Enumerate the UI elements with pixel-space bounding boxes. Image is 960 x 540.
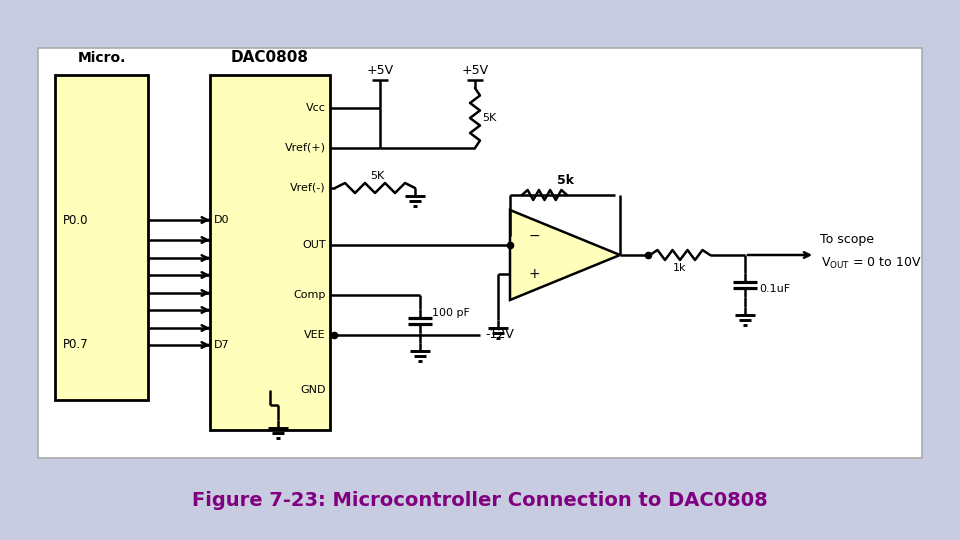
Text: 0.1uF: 0.1uF: [759, 284, 790, 294]
Text: To scope: To scope: [820, 233, 874, 246]
Text: 5k: 5k: [557, 174, 573, 187]
Text: GND: GND: [300, 385, 326, 395]
Text: +5V: +5V: [462, 64, 489, 77]
Text: $\mathregular{V_{OUT}}$ = 0 to 10V: $\mathregular{V_{OUT}}$ = 0 to 10V: [821, 256, 922, 271]
Text: 5K: 5K: [482, 113, 496, 123]
Text: Micro.: Micro.: [78, 51, 126, 65]
Text: D0: D0: [214, 215, 229, 225]
Text: D7: D7: [214, 340, 229, 350]
Bar: [38, 48, 922, 458]
Polygon shape: [510, 210, 620, 300]
Bar: [210, 75, 330, 430]
Text: OUT: OUT: [302, 240, 326, 250]
Text: Vref(+): Vref(+): [285, 143, 326, 153]
Text: P0.0: P0.0: [63, 213, 88, 226]
Text: DAC0808: DAC0808: [231, 50, 309, 65]
Text: Comp: Comp: [294, 290, 326, 300]
Text: 1k: 1k: [673, 263, 686, 273]
Text: Vcc: Vcc: [306, 103, 326, 113]
Text: +: +: [529, 267, 540, 281]
Text: Figure 7‑23: Microcontroller Connection to DAC0808: Figure 7‑23: Microcontroller Connection …: [192, 490, 768, 510]
Text: VEE: VEE: [304, 330, 326, 340]
Text: Vref(-): Vref(-): [290, 183, 326, 193]
Bar: [55, 75, 148, 400]
Text: 5K: 5K: [371, 171, 385, 181]
Text: P0.7: P0.7: [63, 339, 88, 352]
Text: −: −: [529, 229, 540, 243]
Text: +5V: +5V: [367, 64, 394, 77]
Text: 100 pF: 100 pF: [432, 308, 469, 318]
Text: -12V: -12V: [485, 328, 514, 341]
